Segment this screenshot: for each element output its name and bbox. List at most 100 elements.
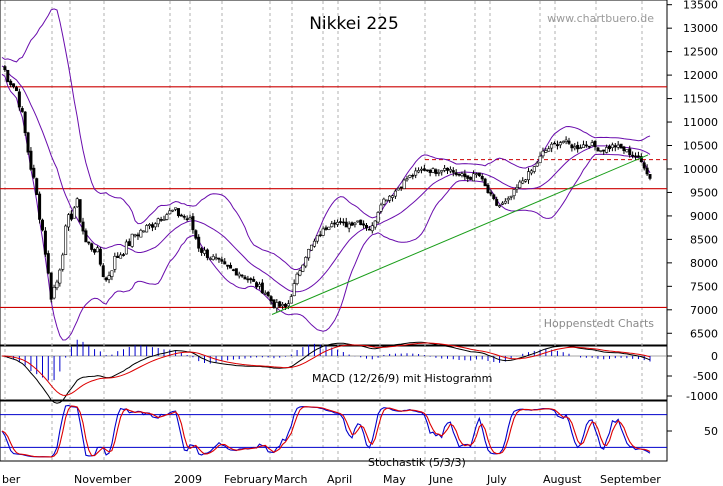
support-resistance-lines <box>0 86 667 309</box>
candle-body <box>32 167 36 178</box>
candle-body <box>541 150 545 157</box>
candle-body <box>399 186 403 189</box>
stochastic-axis-tick-label: 50 <box>704 425 718 438</box>
candle-body <box>538 155 542 164</box>
candle-body <box>356 220 360 223</box>
candle-body <box>197 236 201 249</box>
uptrend-line <box>271 154 649 315</box>
candle-body <box>174 207 178 210</box>
candle-body <box>81 221 85 232</box>
macd-panel-frame <box>0 345 668 401</box>
price-axis-tick-label: 12500 <box>683 46 718 59</box>
candle-body <box>315 235 319 242</box>
candle-body <box>405 178 409 181</box>
candle-body <box>179 214 183 217</box>
candle-body <box>396 187 400 191</box>
candle-body <box>359 219 363 226</box>
candle-body <box>46 253 50 274</box>
candle-body <box>463 173 467 178</box>
candle-body <box>521 180 525 184</box>
candle-body <box>278 301 282 307</box>
candle-body <box>506 198 510 201</box>
candle-body <box>159 219 163 221</box>
candle-body <box>310 244 314 251</box>
candle-body <box>370 225 374 232</box>
candle-body <box>576 144 580 150</box>
candle-body <box>101 265 105 278</box>
candle-body <box>113 255 117 270</box>
price-axis-tick-label: 10500 <box>683 140 718 153</box>
candle-body <box>388 195 392 201</box>
candle-body <box>90 243 94 250</box>
candle-body <box>535 162 539 167</box>
candle-body <box>532 166 536 172</box>
candle-body <box>78 199 82 222</box>
x-tick-label: May <box>383 473 406 486</box>
candle-body <box>275 302 279 309</box>
candle-body <box>148 224 152 227</box>
candle-body <box>208 258 212 260</box>
macd-signal-line <box>1 342 651 396</box>
stochastic-d-line <box>1 405 651 458</box>
candle-body <box>503 200 507 204</box>
candle-body <box>194 230 198 239</box>
candle-body <box>292 283 296 297</box>
candle-body <box>422 168 426 171</box>
x-tick-label: ber <box>2 473 21 486</box>
candle-body <box>139 229 143 238</box>
candle-body <box>182 215 186 218</box>
candle-body <box>214 257 218 259</box>
candle-body <box>263 292 267 295</box>
candle-body <box>564 139 568 142</box>
candle-body <box>84 230 88 243</box>
candle-body <box>133 234 137 237</box>
price-axis-tick-label: 10000 <box>683 163 718 176</box>
candle-body <box>269 296 273 302</box>
macd-series <box>0 339 667 404</box>
candle-body <box>295 273 299 285</box>
candle-body <box>474 173 478 175</box>
candle-body <box>58 269 62 284</box>
candle-body <box>200 248 204 253</box>
candle-body <box>596 147 600 152</box>
candle-body <box>567 140 571 144</box>
candle-body <box>362 223 366 226</box>
candle-body <box>353 222 357 225</box>
candle-body <box>625 149 629 153</box>
candle-body <box>628 148 632 156</box>
candle-body <box>9 80 13 86</box>
candle-body <box>341 221 345 224</box>
candle-body <box>347 223 351 229</box>
macd-axis-tick-label: -500 <box>693 370 718 383</box>
candle-body <box>350 222 354 226</box>
candle-body <box>460 173 464 176</box>
candle-body <box>14 87 18 92</box>
candle-body <box>272 299 276 308</box>
candle-body <box>581 144 585 148</box>
candle-body <box>93 249 97 253</box>
candle-body <box>457 173 461 176</box>
candle-body <box>642 162 646 169</box>
x-axis: ber November 2009 February March April May June… <box>2 473 661 486</box>
candle-body <box>631 154 635 157</box>
candle-body <box>12 83 16 88</box>
candle-body <box>26 132 30 153</box>
candle-body <box>544 150 548 153</box>
y-axes: 6500 7000 7500 8000 8500 9000 9500 10000 10500 11… <box>667 0 718 438</box>
candle-body <box>156 218 160 225</box>
candle-body <box>451 170 455 173</box>
candle-body <box>257 283 261 287</box>
candle-body <box>509 195 513 198</box>
macd-label: MACD (12/26/9) mit Histogramm <box>312 372 492 385</box>
candle-body <box>98 248 102 265</box>
candle-body <box>286 303 290 307</box>
candle-body <box>29 150 33 170</box>
candle-body <box>17 91 21 108</box>
candle-body <box>95 247 99 253</box>
candle-body <box>480 175 484 180</box>
macd-line <box>1 341 651 404</box>
price-panel-frame <box>0 0 668 346</box>
candle-body <box>127 241 131 247</box>
candle-body <box>558 142 562 146</box>
candle-body <box>622 146 626 152</box>
